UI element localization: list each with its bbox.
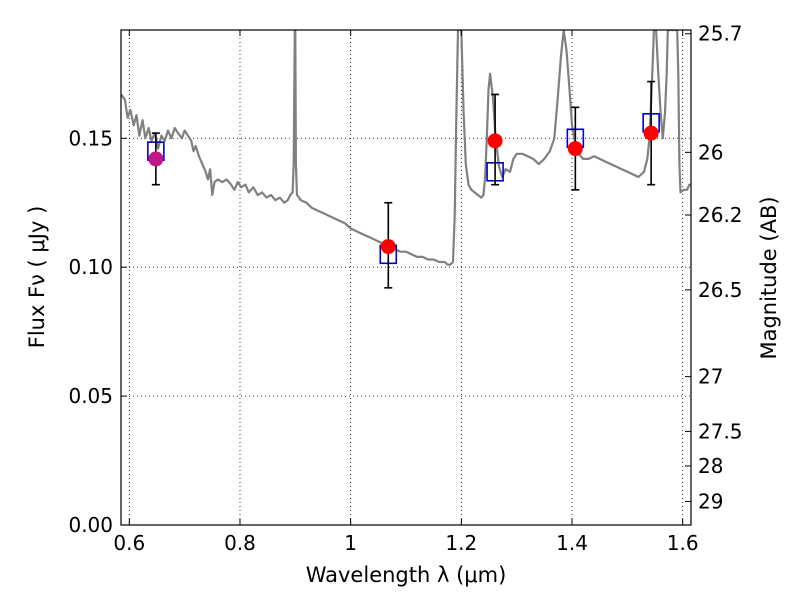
x-tick-label: 1.2: [445, 531, 477, 555]
x-tick-label: 1: [344, 531, 357, 555]
y2-tick-label: 26: [698, 140, 723, 164]
marker-layer: [147, 80, 660, 289]
observed-flux-point: [643, 125, 659, 141]
y-tick-label: 0.05: [68, 384, 113, 408]
observed-flux-point: [380, 239, 396, 255]
observed-flux-point: [148, 151, 164, 167]
observed-flux-point: [567, 141, 583, 157]
x-axis-label: Wavelength λ (μm): [306, 563, 507, 587]
x-tick-label: 0.6: [113, 531, 145, 555]
y2-tick-label: 29: [698, 489, 723, 513]
y2-tick-label: 26.5: [698, 278, 743, 302]
y-tick-label: 0.00: [68, 513, 113, 537]
model-spectrum-line: [121, 30, 691, 266]
plot-frame: [120, 29, 692, 526]
y-axis-label: Flux Fν ( μJy ): [25, 206, 49, 349]
y2-tick-label: 27.5: [698, 419, 743, 443]
y2-tick-label: 27: [698, 365, 723, 389]
plot-background: [121, 30, 691, 525]
tick-layer: 0.6 0.8 1 1.2 1.4 1.6 0.00 0.05 0.10 0.15 25.7 26 26…: [68, 22, 742, 555]
y-tick-label: 0.10: [68, 255, 113, 279]
y2-tick-label: 25.7: [698, 22, 743, 46]
observed-flux-point: [487, 133, 503, 149]
y2-tick-label: 28: [698, 454, 723, 478]
x-tick-label: 0.8: [224, 531, 256, 555]
x-tick-label: 1.6: [667, 531, 699, 555]
data-layer: [121, 30, 691, 266]
y2-axis-label: Magnitude (AB): [757, 196, 781, 359]
y-tick-label: 0.15: [68, 126, 113, 150]
y2-tick-label: 26.2: [698, 203, 743, 227]
x-tick-label: 1.4: [556, 531, 588, 555]
